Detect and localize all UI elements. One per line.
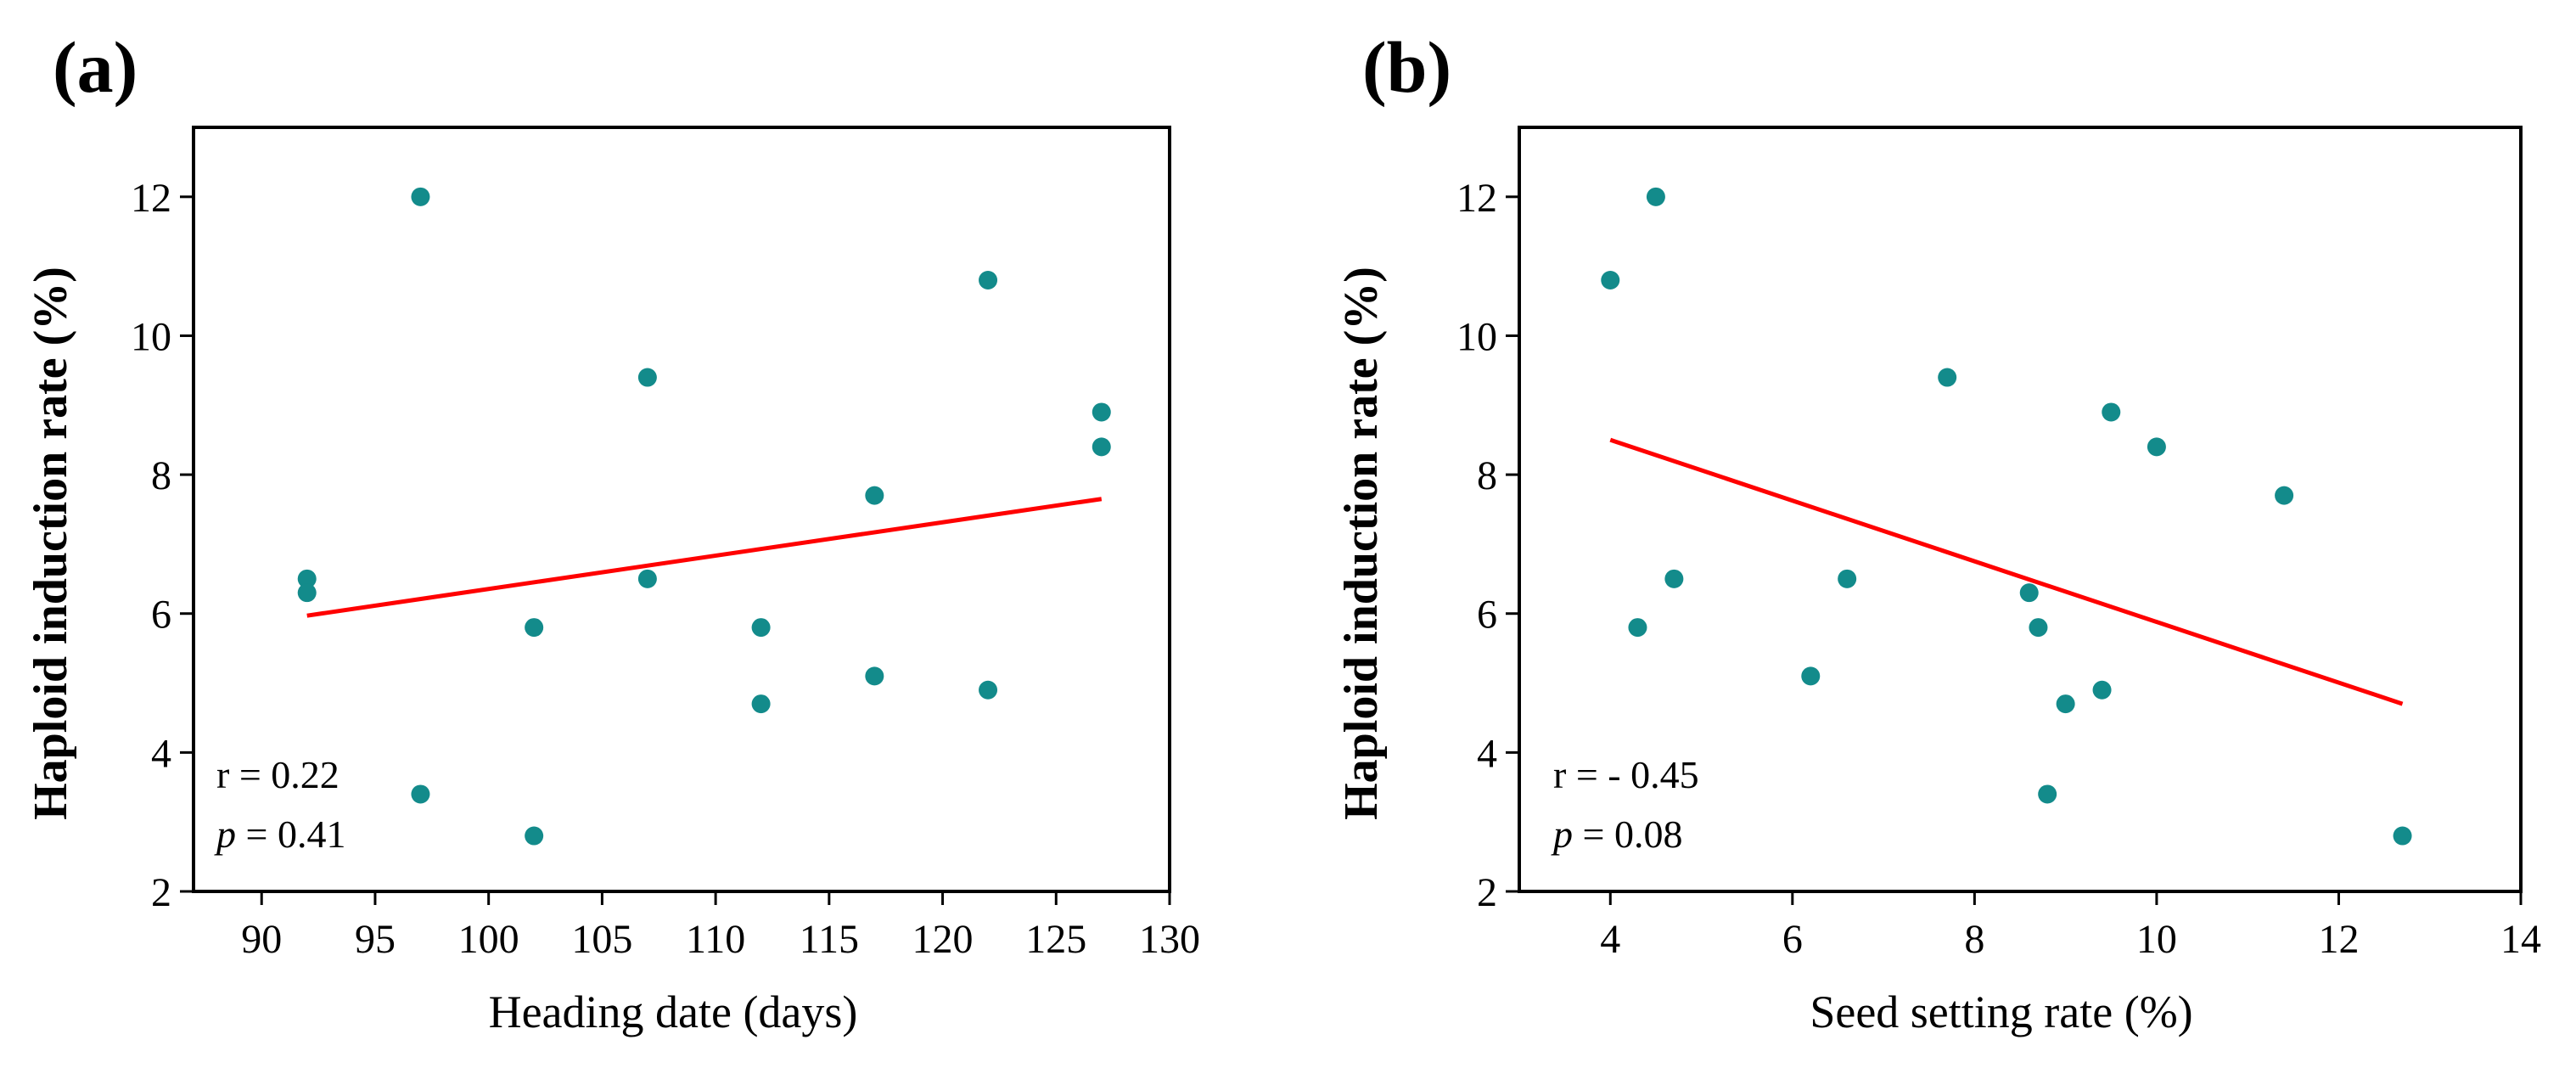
data-point-a-3 bbox=[411, 784, 430, 804]
x-tick-label-a-8: 130 bbox=[1139, 917, 1200, 962]
data-point-a-0 bbox=[297, 569, 317, 588]
data-point-b-5 bbox=[1838, 569, 1857, 588]
y-axis-label-a: Haploid induction rate (%) bbox=[25, 267, 77, 820]
x-tick-label-b-4: 12 bbox=[2318, 917, 2359, 962]
panel-b: (b) Haploid induction rate (%) 4 6 8 10 12 14… bbox=[1335, 26, 2541, 1037]
data-point-a-15 bbox=[1092, 437, 1111, 457]
x-tick-label-a-2: 100 bbox=[458, 917, 519, 962]
p-text-a: = 0.41 bbox=[236, 812, 345, 856]
y-tick-label-a-1: 4 bbox=[151, 731, 171, 776]
r-value-a: r = 0.22 bbox=[216, 753, 340, 796]
y-tick-label-b-2: 6 bbox=[1477, 593, 1497, 638]
x-tick-label-b-5: 14 bbox=[2500, 917, 2541, 962]
y-tick-label-a-5: 12 bbox=[131, 176, 171, 221]
y-tick-label-b-5: 12 bbox=[1456, 176, 1497, 221]
p-value-b: p = 0.08 bbox=[1551, 812, 1682, 856]
x-tick-label-a-1: 95 bbox=[355, 917, 396, 962]
data-point-b-14 bbox=[2275, 486, 2294, 505]
p-value-a: p = 0.41 bbox=[214, 812, 345, 856]
data-point-b-11 bbox=[2092, 680, 2112, 700]
trendline-a bbox=[306, 497, 1103, 618]
y-tick-label-a-3: 8 bbox=[151, 453, 171, 498]
x-tick-label-a-5: 115 bbox=[800, 917, 859, 962]
x-tick-label-b-0: 4 bbox=[1600, 917, 1620, 962]
data-point-b-13 bbox=[2147, 437, 2166, 457]
plot-area-a: 90 95 100 105 110 115 120 125 130 2 4 6 8 10 12 bbox=[131, 126, 1200, 962]
data-point-b-9 bbox=[2038, 784, 2057, 804]
y-tick-label-b-1: 4 bbox=[1477, 731, 1497, 776]
x-tick-label-a-3: 105 bbox=[571, 917, 632, 962]
panel-label-b: (b) bbox=[1362, 26, 1451, 108]
p-text-b: = 0.08 bbox=[1573, 812, 1682, 856]
x-tick-label-a-7: 125 bbox=[1025, 917, 1086, 962]
data-point-b-2 bbox=[1628, 618, 1647, 638]
data-point-b-10 bbox=[2056, 694, 2075, 714]
x-axis-label-b: Seed setting rate (%) bbox=[1810, 986, 2192, 1037]
r-value-b: r = - 0.45 bbox=[1553, 753, 1699, 796]
x-tick-label-b-2: 8 bbox=[1964, 917, 1984, 962]
data-point-a-6 bbox=[637, 368, 657, 387]
data-point-a-4 bbox=[525, 618, 544, 638]
y-tick-label-b-0: 2 bbox=[1477, 870, 1497, 915]
y-tick-label-a-2: 6 bbox=[151, 593, 171, 638]
y-axis-label-b: Haploid induction rate (%) bbox=[1335, 267, 1388, 820]
data-point-b-3 bbox=[1664, 569, 1684, 588]
data-point-a-7 bbox=[637, 569, 657, 588]
x-tick-label-b-3: 10 bbox=[2136, 917, 2177, 962]
panel-label-a: (a) bbox=[53, 26, 137, 108]
plot-frame-a bbox=[192, 126, 1171, 893]
y-tick-label-b-4: 10 bbox=[1456, 314, 1497, 359]
data-point-a-14 bbox=[1092, 402, 1111, 422]
data-point-b-6 bbox=[1938, 368, 1957, 387]
x-tick-label-a-0: 90 bbox=[241, 917, 282, 962]
x-tick-label-a-4: 110 bbox=[686, 917, 745, 962]
data-point-a-1 bbox=[297, 583, 317, 603]
data-point-a-9 bbox=[751, 694, 771, 714]
data-point-b-1 bbox=[1646, 187, 1665, 206]
y-tick-label-b-3: 8 bbox=[1477, 453, 1497, 498]
data-point-a-10 bbox=[865, 486, 884, 505]
y-tick-label-a-0: 2 bbox=[151, 870, 171, 915]
x-tick-label-a-6: 120 bbox=[912, 917, 974, 962]
data-point-a-8 bbox=[751, 618, 771, 638]
y-tick-label-a-4: 10 bbox=[131, 314, 171, 359]
data-point-b-4 bbox=[1801, 666, 1821, 686]
data-point-b-8 bbox=[2029, 618, 2048, 638]
p-symbol-a: p bbox=[214, 812, 236, 856]
plot-frame-b bbox=[1518, 126, 2523, 893]
data-point-b-15 bbox=[2393, 826, 2412, 846]
trendline-b bbox=[1609, 437, 2404, 706]
x-tick-label-b-1: 6 bbox=[1782, 917, 1803, 962]
data-point-a-5 bbox=[525, 826, 544, 846]
plot-area-b: 4 6 8 10 12 14 2 4 6 8 10 12 bbox=[1456, 126, 2541, 962]
p-symbol-b: p bbox=[1551, 812, 1573, 856]
data-point-a-11 bbox=[865, 666, 884, 686]
data-point-b-12 bbox=[2102, 402, 2121, 422]
panel-a: (a) Haploid induction rate (%) 90 95 100 10… bbox=[25, 26, 1200, 1037]
x-axis-label-a: Heading date (days) bbox=[489, 986, 858, 1037]
data-point-b-7 bbox=[2019, 583, 2039, 603]
data-point-a-2 bbox=[411, 187, 430, 206]
data-point-a-12 bbox=[979, 271, 998, 289]
data-point-a-13 bbox=[979, 680, 998, 700]
data-point-b-0 bbox=[1601, 271, 1620, 289]
